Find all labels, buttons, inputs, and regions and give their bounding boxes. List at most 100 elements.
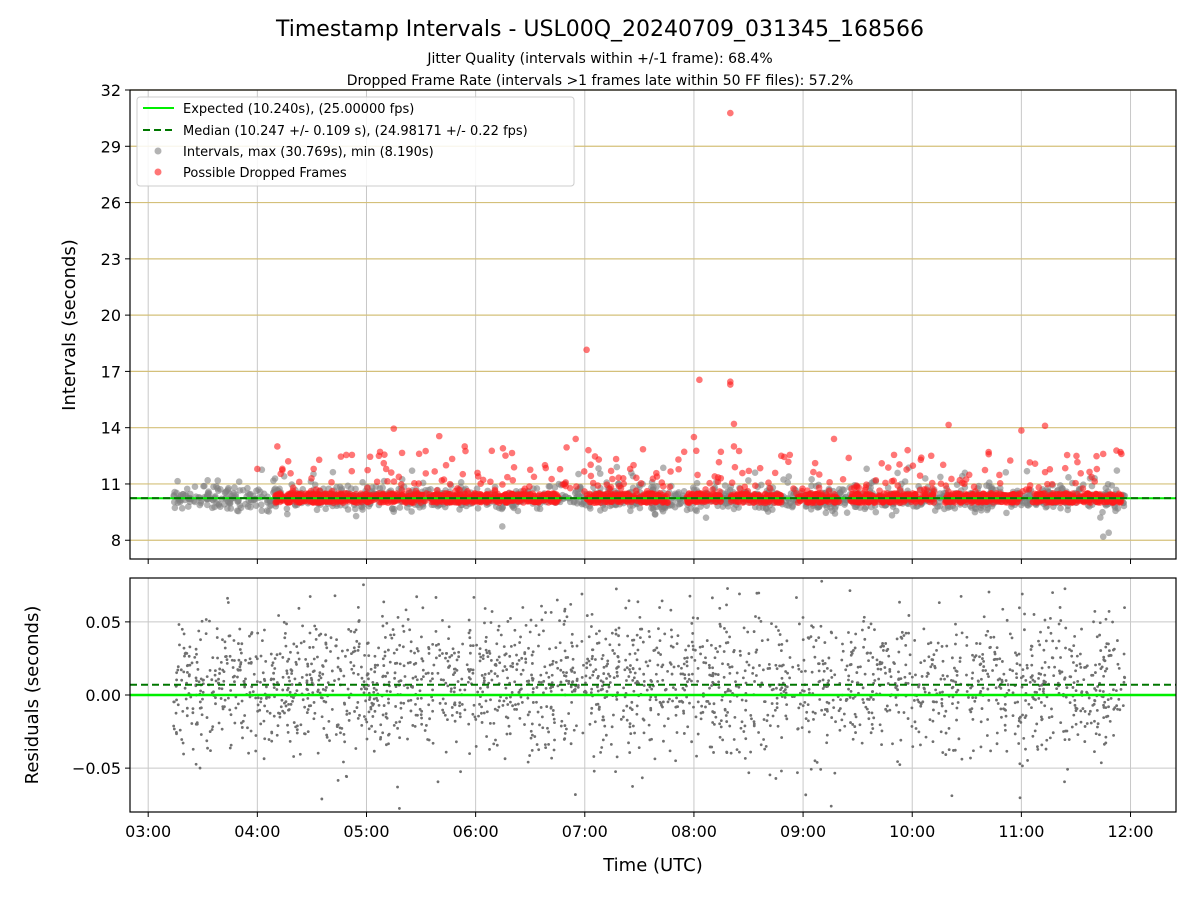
- dropped-frame-point: [997, 480, 1004, 487]
- dropped-frame-outlier: [727, 110, 734, 117]
- residual-point: [458, 704, 461, 707]
- residual-point: [760, 743, 763, 746]
- residual-point: [313, 625, 316, 628]
- dropped-frame-point: [447, 481, 454, 488]
- dropped-frame-point: [285, 458, 292, 465]
- residual-point: [361, 677, 364, 680]
- residual-point: [197, 630, 200, 633]
- residual-point: [524, 661, 527, 664]
- residual-point: [1073, 681, 1076, 684]
- residual-point: [1064, 738, 1067, 741]
- residual-point: [268, 738, 271, 741]
- residual-point: [1082, 707, 1085, 710]
- residual-point: [382, 657, 385, 660]
- residual-point: [317, 752, 320, 755]
- residual-point: [490, 659, 493, 662]
- dropped-frame-point: [912, 499, 919, 506]
- residual-point: [613, 652, 616, 655]
- residual-point: [723, 676, 726, 679]
- residual-point: [720, 725, 723, 728]
- dropped-frame-point: [810, 469, 817, 476]
- interval-point: [179, 505, 186, 512]
- dropped-frame-point: [653, 470, 660, 477]
- residual-point: [466, 663, 469, 666]
- residual-point: [1004, 724, 1007, 727]
- residual-point: [1047, 626, 1050, 629]
- residual-point: [292, 755, 295, 758]
- residual-point: [289, 691, 292, 694]
- residual-point: [531, 749, 534, 752]
- residual-point: [422, 669, 425, 672]
- residual-point: [956, 674, 959, 677]
- residual-point: [546, 727, 549, 730]
- intervals-y-tick-label: 14: [101, 419, 121, 438]
- residual-point: [334, 594, 337, 597]
- residual-point: [206, 716, 209, 719]
- residual-point: [205, 618, 208, 621]
- dropped-frame-outlier: [1042, 423, 1049, 430]
- residual-point: [553, 718, 556, 721]
- residual-point: [872, 716, 875, 719]
- residual-point: [649, 698, 652, 701]
- residual-point: [1055, 687, 1058, 690]
- residual-point: [531, 654, 534, 657]
- residual-point: [1031, 735, 1034, 738]
- interval-point: [863, 465, 870, 472]
- residual-point: [258, 709, 261, 712]
- residual-point: [812, 718, 815, 721]
- dropped-frame-point: [416, 451, 423, 458]
- residual-point: [191, 662, 194, 665]
- residual-point: [468, 636, 471, 639]
- residual-point: [1036, 745, 1039, 748]
- residual-point: [201, 698, 204, 701]
- residual-point: [513, 629, 516, 632]
- dropped-frame-point: [728, 498, 735, 505]
- legend-dropped-label: Possible Dropped Frames: [183, 166, 347, 181]
- residual-point: [1104, 670, 1107, 673]
- residual-point: [882, 649, 885, 652]
- residual-point: [1040, 743, 1043, 746]
- residual-point: [907, 632, 910, 635]
- residual-point: [255, 734, 258, 737]
- dropped-frame-point: [931, 488, 938, 495]
- residual-point: [763, 748, 766, 751]
- residual-point: [442, 679, 445, 682]
- residual-point: [941, 705, 944, 708]
- residual-point: [1090, 674, 1093, 677]
- dropped-frame-point: [364, 467, 371, 474]
- residual-point: [636, 658, 639, 661]
- residual-point: [548, 647, 551, 650]
- interval-point: [650, 506, 657, 513]
- dropped-frame-point: [606, 485, 613, 492]
- residual-point: [387, 702, 390, 705]
- residual-point: [387, 698, 390, 701]
- residual-point: [482, 654, 485, 657]
- dropped-frame-outlier: [500, 445, 507, 452]
- residual-point: [540, 706, 543, 709]
- dropped-frame-point: [588, 473, 595, 480]
- interval-point: [244, 485, 251, 492]
- residual-point: [533, 735, 536, 738]
- residual-point: [1084, 725, 1087, 728]
- dropped-frame-point: [903, 466, 910, 473]
- residual-point: [195, 648, 198, 651]
- residual-point: [564, 732, 567, 735]
- residual-point: [302, 698, 305, 701]
- residual-point: [1118, 667, 1121, 670]
- residual-point: [668, 698, 671, 701]
- dropped-frame-point: [431, 468, 438, 475]
- residual-point: [717, 673, 720, 676]
- dropped-frame-point: [741, 484, 748, 491]
- residual-point: [748, 664, 751, 667]
- residual-point: [839, 729, 842, 732]
- residual-point: [206, 747, 209, 750]
- residual-point: [694, 649, 697, 652]
- residual-point: [553, 749, 556, 752]
- residual-point: [559, 669, 562, 672]
- dropped-frame-point: [477, 491, 484, 498]
- residual-point: [183, 633, 186, 636]
- residual-point: [987, 699, 990, 702]
- interval-point: [703, 514, 710, 521]
- residual-point: [549, 664, 552, 667]
